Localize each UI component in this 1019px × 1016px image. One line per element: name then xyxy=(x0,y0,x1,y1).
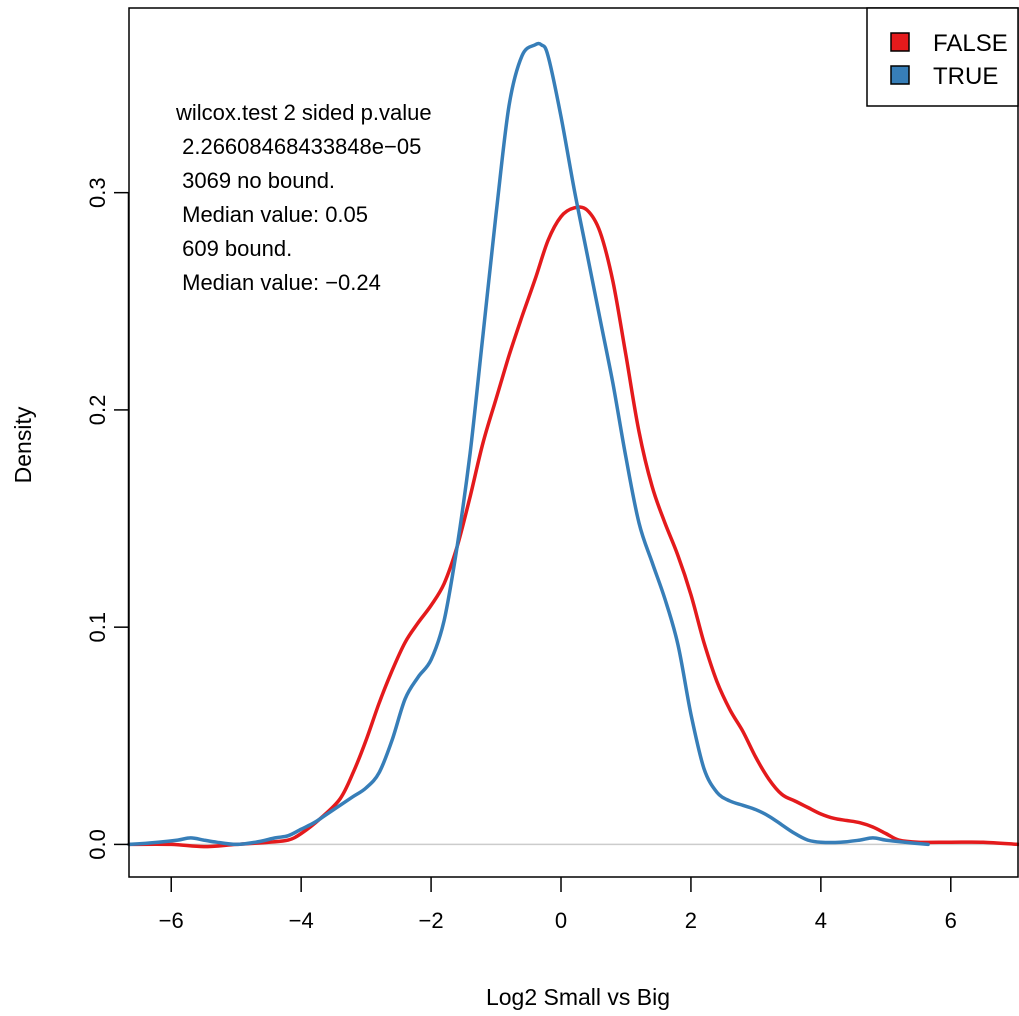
x-tick-label: 0 xyxy=(555,908,567,933)
x-axis: −6 −4 −2 0 2 4 6 xyxy=(159,877,957,933)
series-line-false xyxy=(127,205,1019,849)
x-tick-label: −4 xyxy=(289,908,314,933)
annotation-line: Median value: 0.05 xyxy=(176,202,368,227)
legend: FALSE TRUE xyxy=(866,7,1019,107)
y-axis-label: Density xyxy=(10,406,36,483)
series-layer xyxy=(127,41,1019,849)
x-tick-label: 4 xyxy=(815,908,827,933)
x-axis-label: Log2 Small vs Big xyxy=(486,984,670,1010)
x-tick-label: 2 xyxy=(685,908,697,933)
legend-swatch-true xyxy=(890,65,910,85)
annotation-line: 609 bound. xyxy=(176,236,292,261)
legend-box xyxy=(866,7,1019,107)
annotation-line: 2.26608468433848e−05 xyxy=(176,134,421,159)
stats-annotation: wilcox.test 2 sided p.value 2.2660846843… xyxy=(175,100,432,295)
legend-label-false: FALSE xyxy=(933,30,1008,57)
legend-label-true: TRUE xyxy=(933,63,998,90)
series-line-true xyxy=(127,41,930,847)
y-axis: 0.0 0.1 0.2 0.3 xyxy=(85,177,130,860)
y-tick-label: 0.1 xyxy=(85,612,110,643)
y-tick-label: 0.0 xyxy=(85,829,110,860)
annotation-line: 3069 no bound. xyxy=(176,168,335,193)
annotation-line: wilcox.test 2 sided p.value xyxy=(175,100,432,125)
x-tick-label: −2 xyxy=(419,908,444,933)
legend-swatch-false xyxy=(890,32,910,52)
x-tick-label: −6 xyxy=(159,908,184,933)
y-tick-label: 0.2 xyxy=(85,395,110,426)
annotation-line: Median value: −0.24 xyxy=(176,270,381,295)
y-tick-label: 0.3 xyxy=(85,177,110,208)
x-tick-label: 6 xyxy=(945,908,957,933)
